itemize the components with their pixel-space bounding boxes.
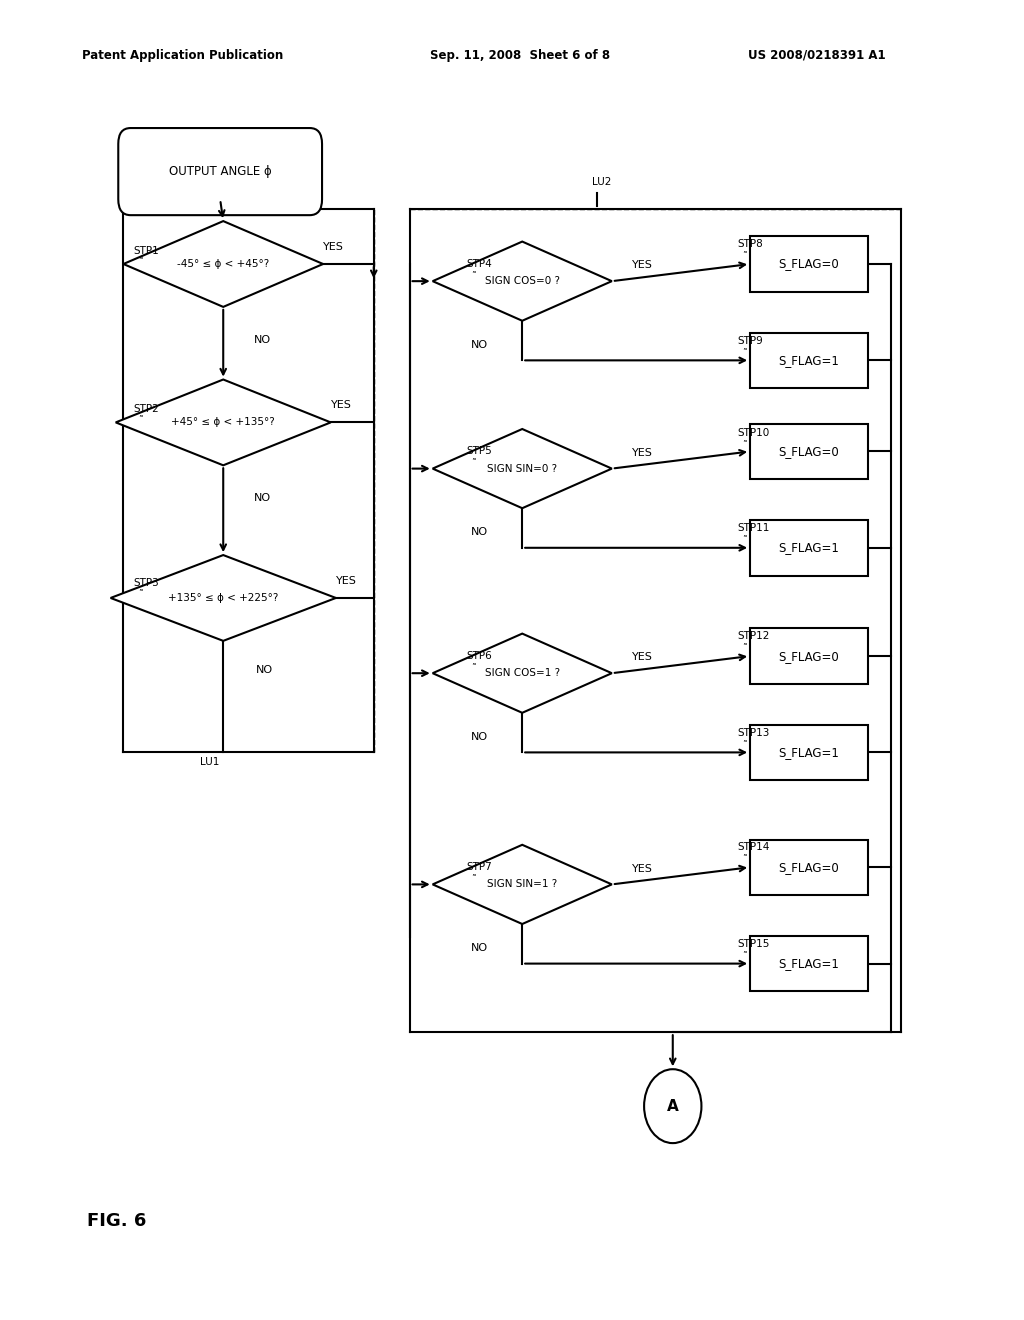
- FancyBboxPatch shape: [750, 424, 868, 479]
- Text: STP15: STP15: [737, 939, 770, 949]
- Text: STP1: STP1: [133, 246, 159, 256]
- FancyBboxPatch shape: [750, 628, 868, 684]
- Text: STP12: STP12: [737, 631, 770, 642]
- Text: STP10: STP10: [737, 428, 769, 438]
- Text: ˜: ˜: [742, 855, 748, 866]
- Text: LU2: LU2: [593, 177, 611, 187]
- Text: +135° ≤ ϕ < +225°?: +135° ≤ ϕ < +225°?: [168, 593, 279, 603]
- Polygon shape: [116, 380, 331, 465]
- Text: YES: YES: [336, 576, 356, 586]
- Text: YES: YES: [632, 447, 653, 458]
- Text: ˜: ˜: [471, 664, 476, 675]
- Text: STP13: STP13: [737, 727, 770, 738]
- Text: YES: YES: [331, 400, 351, 411]
- Text: ˜: ˜: [742, 348, 748, 359]
- FancyBboxPatch shape: [750, 936, 868, 991]
- Text: S_FLAG=1: S_FLAG=1: [778, 541, 840, 554]
- Text: NO: NO: [254, 335, 270, 345]
- Text: YES: YES: [632, 863, 653, 874]
- Text: Sep. 11, 2008  Sheet 6 of 8: Sep. 11, 2008 Sheet 6 of 8: [430, 49, 610, 62]
- FancyBboxPatch shape: [750, 520, 868, 576]
- Polygon shape: [432, 845, 612, 924]
- Text: NO: NO: [471, 731, 487, 742]
- Text: YES: YES: [632, 260, 653, 271]
- Text: NO: NO: [471, 339, 487, 350]
- Text: SIGN COS=0 ?: SIGN COS=0 ?: [484, 276, 560, 286]
- Text: SIGN SIN=0 ?: SIGN SIN=0 ?: [487, 463, 557, 474]
- Text: S_FLAG=0: S_FLAG=0: [778, 257, 840, 271]
- Text: OUTPUT ANGLE ϕ: OUTPUT ANGLE ϕ: [169, 165, 271, 178]
- Text: STP7: STP7: [466, 862, 492, 873]
- Text: STP4: STP4: [466, 259, 492, 269]
- Polygon shape: [111, 554, 336, 640]
- Text: S_FLAG=0: S_FLAG=0: [778, 861, 840, 874]
- Text: STP8: STP8: [737, 239, 763, 249]
- Text: YES: YES: [632, 652, 653, 663]
- Text: ˜: ˜: [742, 441, 748, 451]
- Text: ˜: ˜: [138, 590, 143, 601]
- Text: STP9: STP9: [737, 335, 763, 346]
- FancyBboxPatch shape: [750, 840, 868, 895]
- FancyBboxPatch shape: [750, 725, 868, 780]
- Text: ˜: ˜: [742, 952, 748, 962]
- Text: ˜: ˜: [742, 644, 748, 655]
- Text: +45° ≤ ϕ < +135°?: +45° ≤ ϕ < +135°?: [171, 417, 275, 428]
- Text: ˜: ˜: [742, 536, 748, 546]
- Text: STP11: STP11: [737, 523, 770, 533]
- Polygon shape: [432, 242, 612, 321]
- Text: ˜: ˜: [471, 272, 476, 282]
- Text: STP2: STP2: [133, 404, 159, 414]
- Text: ˜: ˜: [742, 252, 748, 263]
- Text: A: A: [667, 1098, 679, 1114]
- Text: SIGN COS=1 ?: SIGN COS=1 ?: [484, 668, 560, 678]
- Text: STP6: STP6: [466, 651, 492, 661]
- Text: ˜: ˜: [471, 875, 476, 886]
- Polygon shape: [432, 634, 612, 713]
- FancyBboxPatch shape: [750, 333, 868, 388]
- Text: STP5: STP5: [466, 446, 492, 457]
- Text: FIG. 6: FIG. 6: [87, 1212, 146, 1230]
- Text: YES: YES: [323, 242, 344, 252]
- Text: S_FLAG=0: S_FLAG=0: [778, 649, 840, 663]
- FancyBboxPatch shape: [119, 128, 322, 215]
- Text: ˜: ˜: [138, 257, 143, 268]
- Text: ˜: ˜: [471, 459, 476, 470]
- Text: -45° ≤ ϕ < +45°?: -45° ≤ ϕ < +45°?: [177, 259, 269, 269]
- Text: ˜: ˜: [742, 741, 748, 751]
- Text: NO: NO: [254, 494, 270, 503]
- Polygon shape: [123, 220, 324, 306]
- Text: S_FLAG=1: S_FLAG=1: [778, 957, 840, 970]
- Text: NO: NO: [471, 942, 487, 953]
- Text: STP3: STP3: [133, 578, 159, 589]
- Text: S_FLAG=1: S_FLAG=1: [778, 354, 840, 367]
- Polygon shape: [432, 429, 612, 508]
- Text: S_FLAG=1: S_FLAG=1: [778, 746, 840, 759]
- Text: Patent Application Publication: Patent Application Publication: [82, 49, 284, 62]
- Text: S_FLAG=0: S_FLAG=0: [778, 445, 840, 458]
- Text: STP14: STP14: [737, 842, 770, 853]
- Text: LU1: LU1: [200, 756, 219, 767]
- Text: ˜: ˜: [138, 416, 143, 426]
- FancyBboxPatch shape: [750, 236, 868, 292]
- Text: NO: NO: [256, 665, 272, 675]
- Text: SIGN SIN=1 ?: SIGN SIN=1 ?: [487, 879, 557, 890]
- Text: NO: NO: [471, 527, 487, 537]
- Text: US 2008/0218391 A1: US 2008/0218391 A1: [748, 49, 885, 62]
- Circle shape: [644, 1069, 701, 1143]
